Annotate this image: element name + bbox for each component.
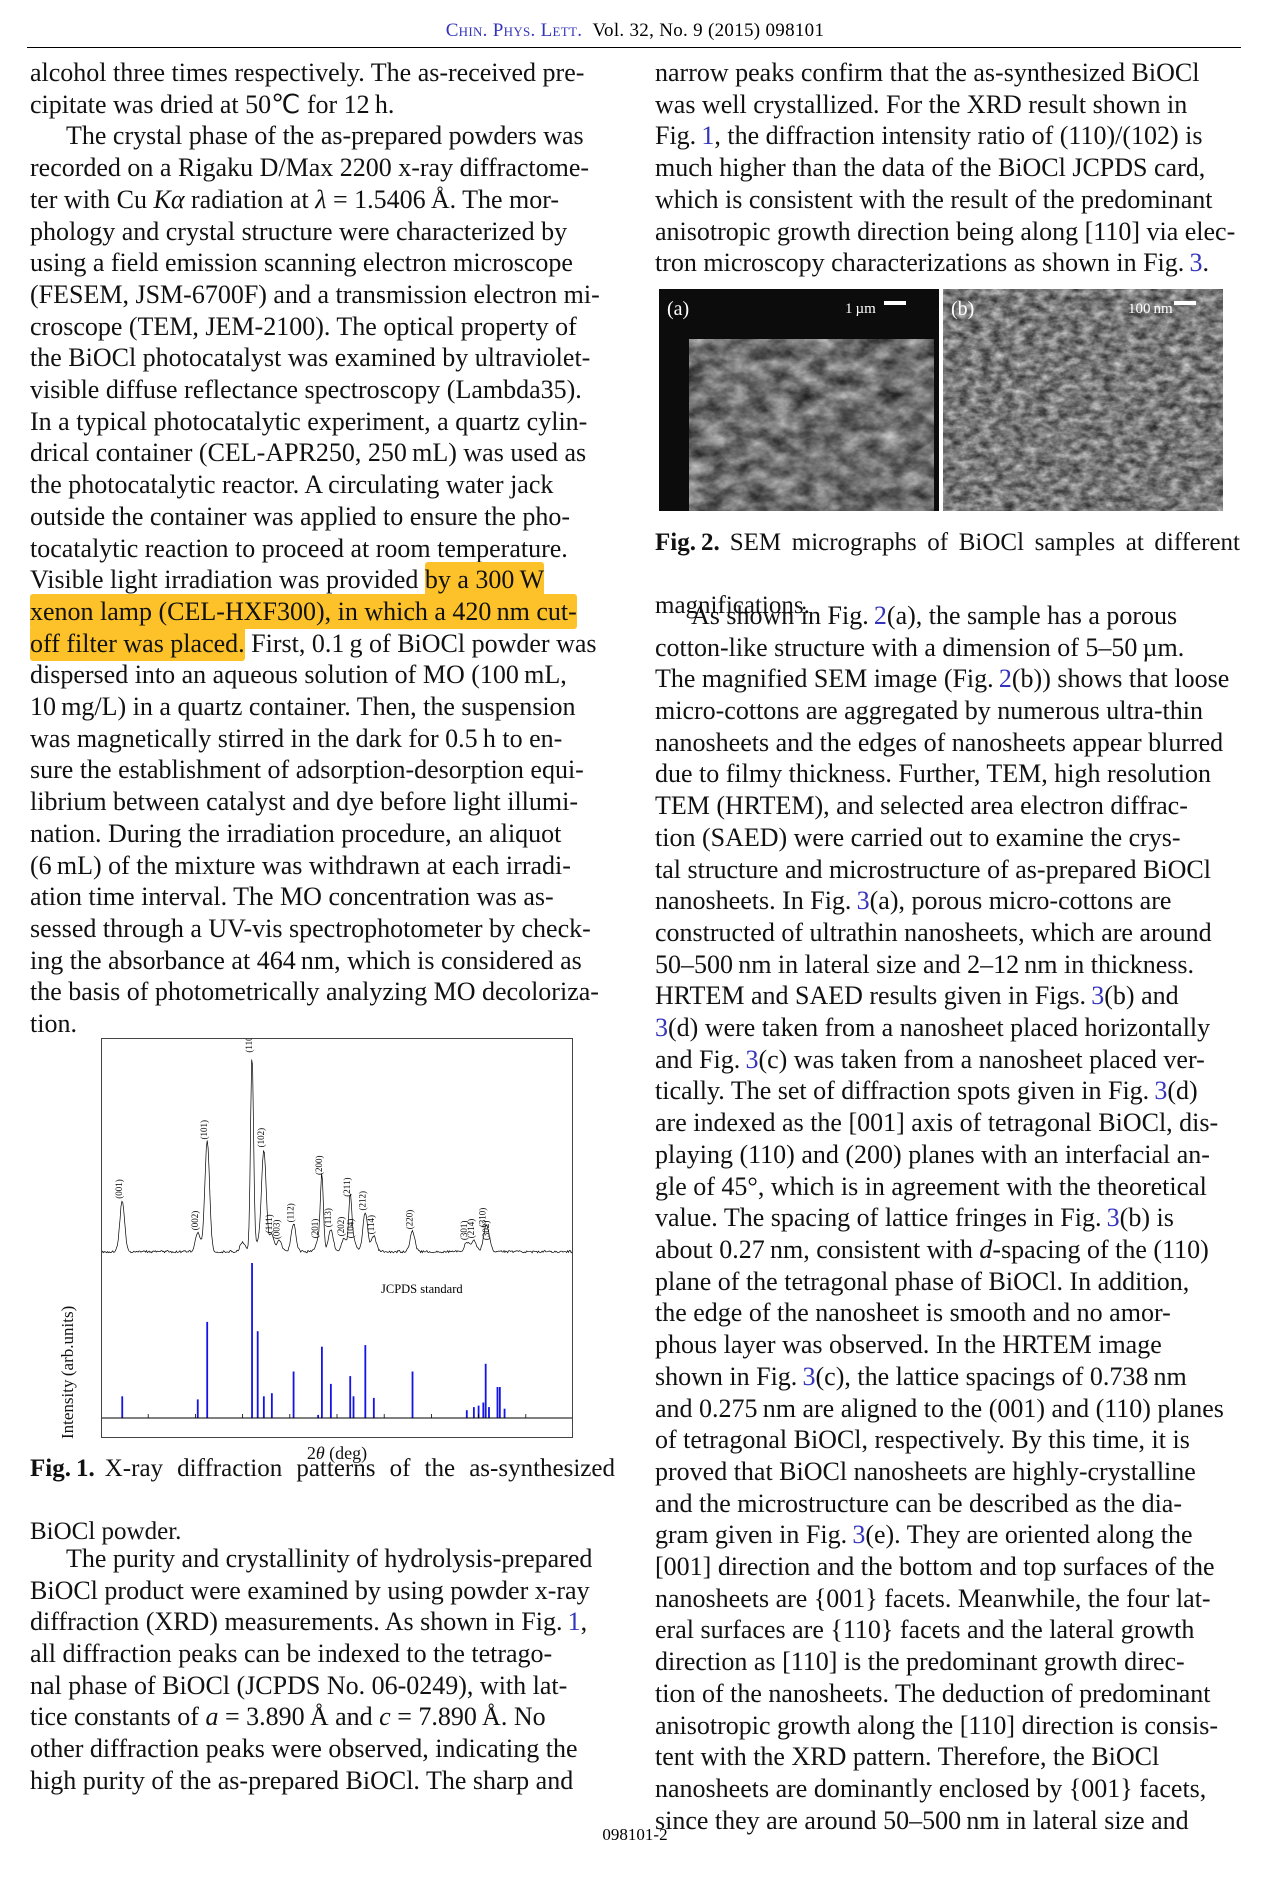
svg-text:JCPDS standard: JCPDS standard [381, 1282, 463, 1296]
svg-text:(302): (302) [481, 1221, 491, 1241]
svg-text:(214): (214) [466, 1219, 476, 1239]
svg-text:(101): (101) [199, 1120, 209, 1140]
svg-text:(002): (002) [190, 1211, 200, 1231]
svg-text:1 µm: 1 µm [845, 301, 876, 317]
svg-text:(200): (200) [314, 1156, 324, 1176]
svg-text:(a): (a) [667, 298, 689, 320]
svg-text:(113): (113) [323, 1208, 333, 1227]
svg-text:(102): (102) [256, 1128, 266, 1148]
svg-text:(003): (003) [271, 1220, 281, 1240]
svg-text:(211): (211) [342, 1178, 352, 1197]
svg-text:(b): (b) [951, 298, 974, 320]
svg-text:(201): (201) [310, 1219, 320, 1239]
svg-text:100 nm: 100 nm [1128, 301, 1173, 317]
svg-text:(110): (110) [244, 1038, 254, 1053]
svg-text:(112): (112) [286, 1203, 296, 1222]
svg-text:(212): (212) [357, 1191, 367, 1211]
svg-text:(104): (104) [346, 1219, 356, 1239]
svg-text:(001): (001) [114, 1179, 124, 1199]
svg-text:(220): (220) [405, 1210, 415, 1230]
svg-text:(114): (114) [366, 1215, 376, 1234]
